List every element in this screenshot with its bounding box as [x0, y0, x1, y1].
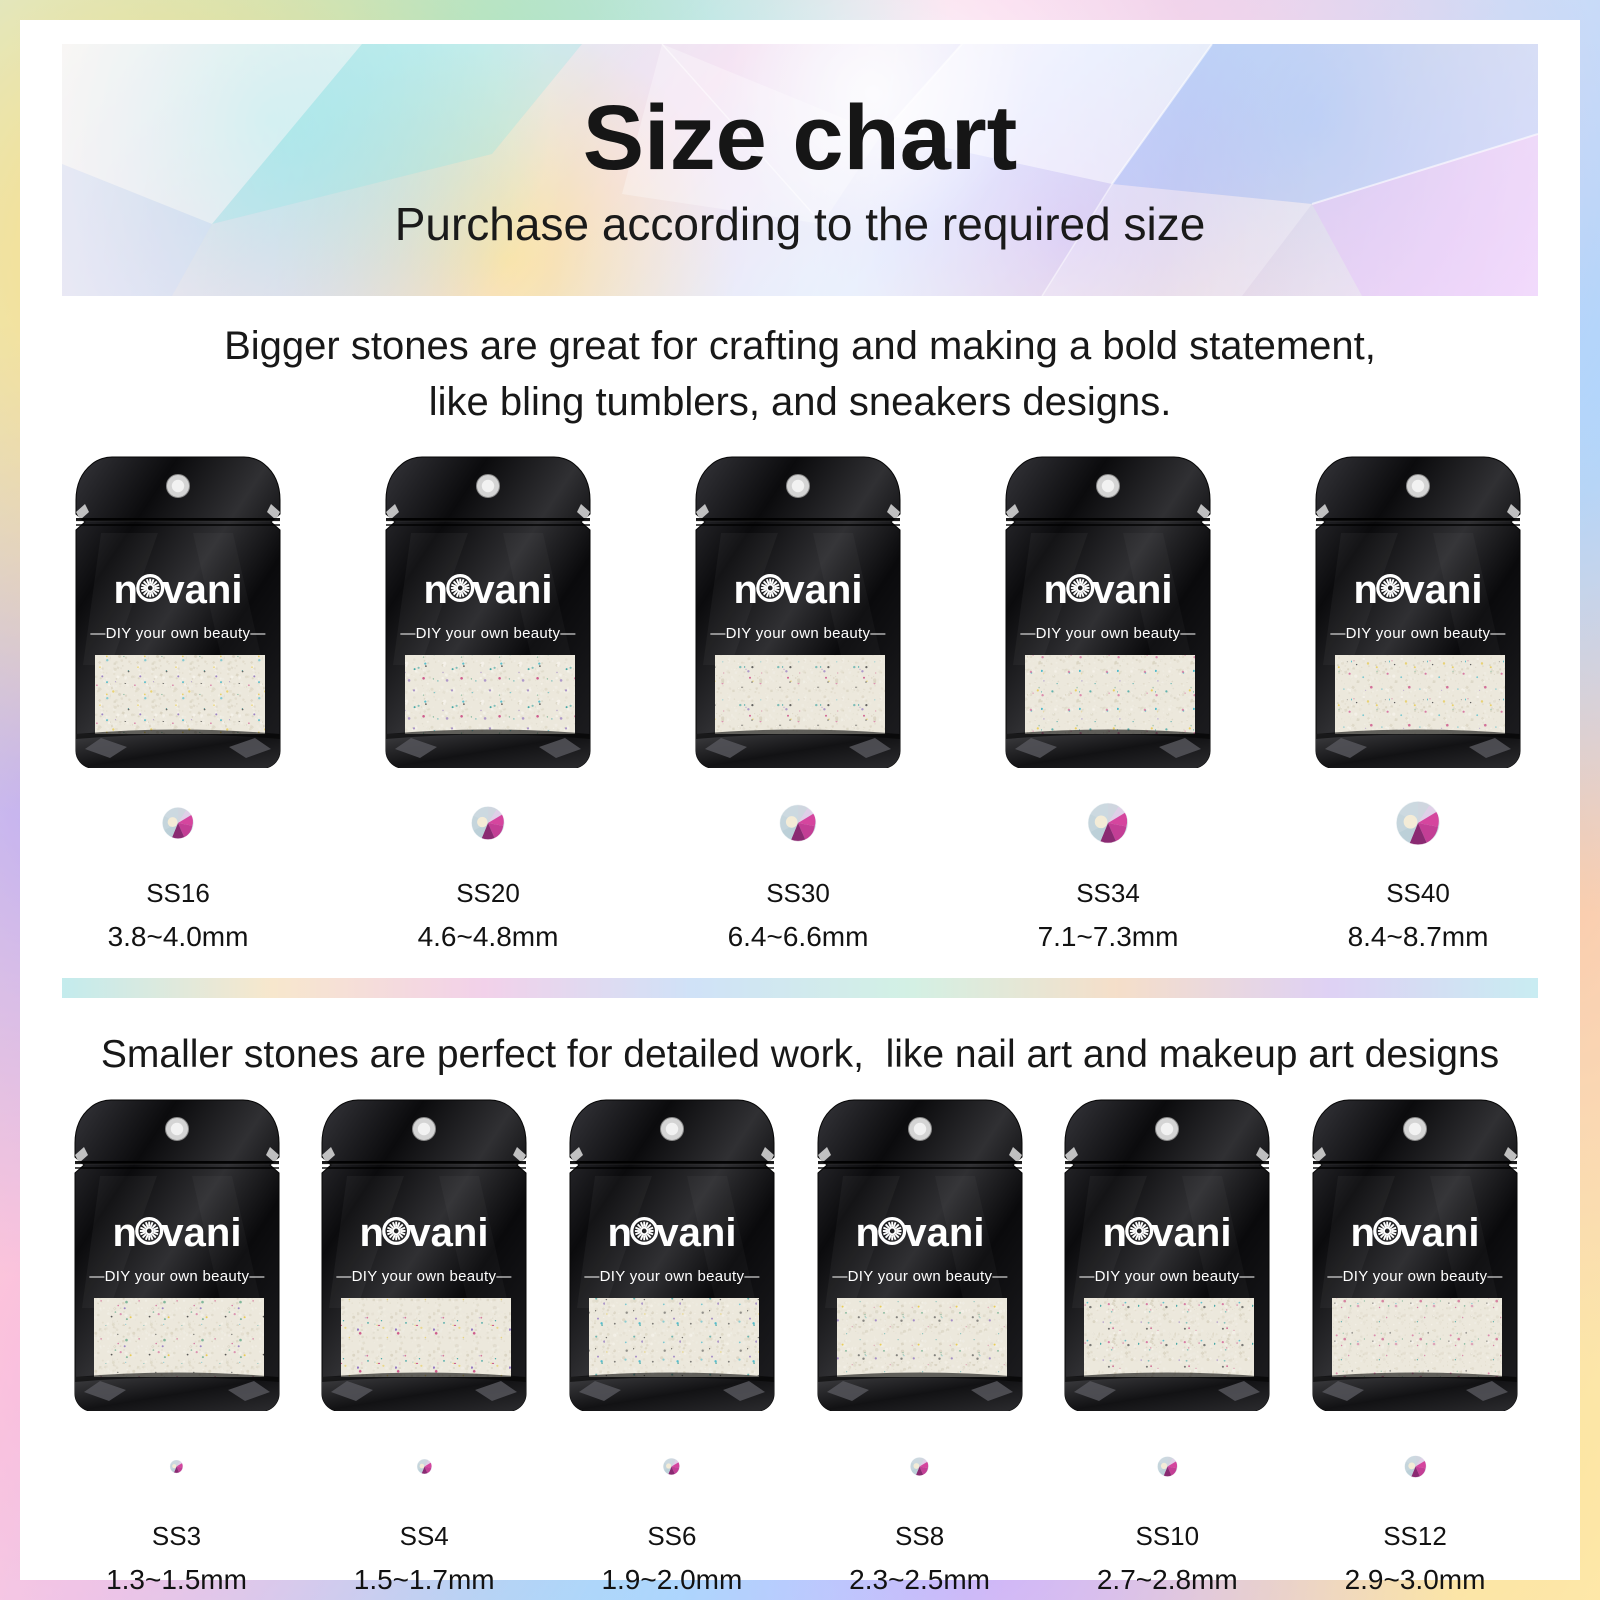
- svg-text:vani: vani: [904, 1211, 984, 1255]
- svg-text:—DIY your own beauty—: —DIY your own beauty—: [337, 1268, 512, 1285]
- svg-text:vani: vani: [1092, 568, 1172, 612]
- svg-text:n: n: [855, 1211, 879, 1255]
- svg-text:n: n: [1351, 1211, 1375, 1255]
- svg-text:—DIY your own beauty—: —DIY your own beauty—: [1330, 625, 1505, 642]
- svg-text:vani: vani: [409, 1211, 489, 1255]
- svg-text:—DIY your own beauty—: —DIY your own beauty—: [1080, 1268, 1255, 1285]
- svg-text:vani: vani: [161, 1211, 241, 1255]
- svg-text:n: n: [112, 1211, 136, 1255]
- svg-text:—DIY your own beauty—: —DIY your own beauty—: [89, 1268, 264, 1285]
- svg-text:vani: vani: [1399, 1211, 1479, 1255]
- svg-text:n: n: [424, 568, 448, 612]
- svg-text:vani: vani: [162, 568, 242, 612]
- svg-text:n: n: [1044, 568, 1068, 612]
- svg-text:—DIY your own beauty—: —DIY your own beauty—: [584, 1268, 759, 1285]
- svg-text:vani: vani: [782, 568, 862, 612]
- svg-text:n: n: [114, 568, 138, 612]
- svg-text:—DIY your own beauty—: —DIY your own beauty—: [90, 625, 265, 642]
- svg-text:vani: vani: [472, 568, 552, 612]
- svg-text:vani: vani: [1402, 568, 1482, 612]
- svg-text:—DIY your own beauty—: —DIY your own beauty—: [400, 625, 575, 642]
- svg-text:n: n: [360, 1211, 384, 1255]
- svg-text:n: n: [1103, 1211, 1127, 1255]
- svg-text:n: n: [607, 1211, 631, 1255]
- svg-text:vani: vani: [656, 1211, 736, 1255]
- svg-text:—DIY your own beauty—: —DIY your own beauty—: [1327, 1268, 1502, 1285]
- svg-text:—DIY your own beauty—: —DIY your own beauty—: [710, 625, 885, 642]
- svg-text:vani: vani: [1152, 1211, 1232, 1255]
- svg-text:—DIY your own beauty—: —DIY your own beauty—: [832, 1268, 1007, 1285]
- svg-text:n: n: [1354, 568, 1378, 612]
- svg-text:—DIY your own beauty—: —DIY your own beauty—: [1020, 625, 1195, 642]
- svg-text:n: n: [734, 568, 758, 612]
